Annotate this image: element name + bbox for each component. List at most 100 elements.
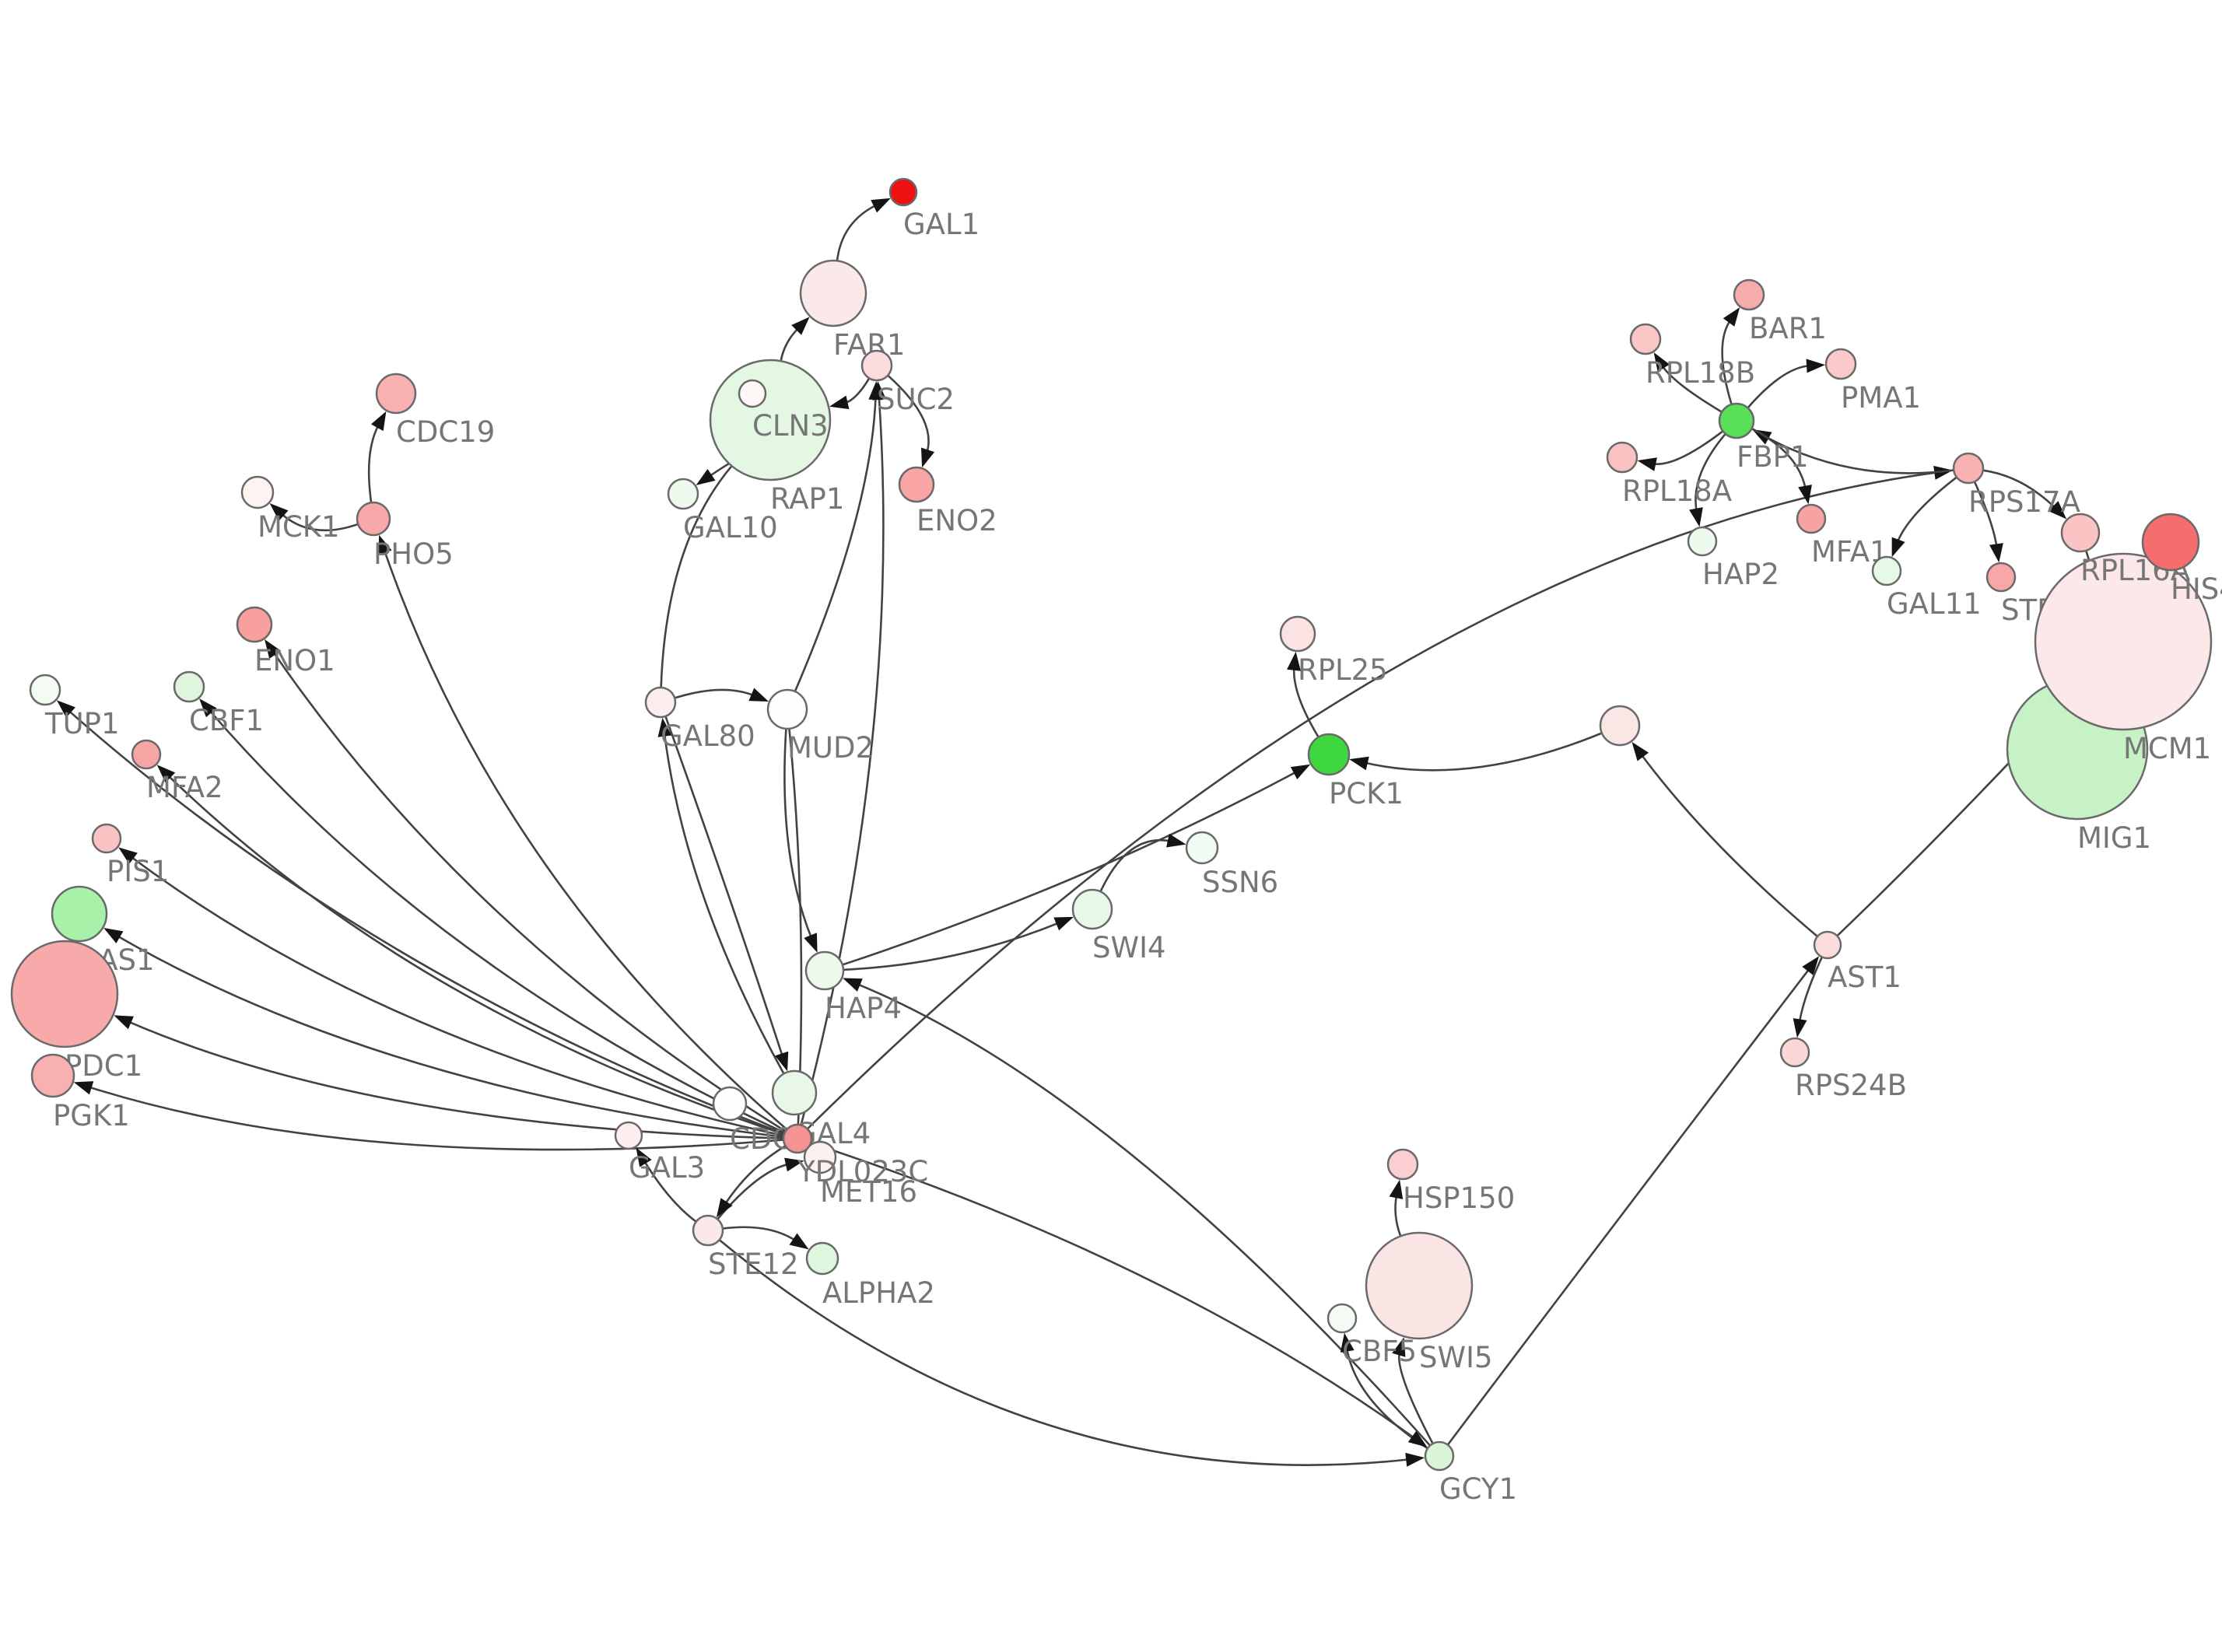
edge-line[interactable] (1398, 1351, 1434, 1444)
edge-ste12-gal3[interactable] (636, 1147, 697, 1223)
node-CDC19[interactable] (375, 373, 417, 415)
node-GAL3[interactable] (614, 1121, 643, 1150)
node-RPL25[interactable] (1279, 615, 1316, 653)
edge-line[interactable] (116, 934, 784, 1139)
edge-gal80-rap1[interactable] (660, 465, 732, 688)
node-GAL10[interactable] (667, 478, 699, 510)
edge-fbp1-mfa1[interactable] (1751, 427, 1812, 505)
edge-line[interactable] (660, 465, 732, 688)
node-PDC1[interactable] (10, 940, 119, 1048)
edge-line[interactable] (887, 374, 930, 454)
edge-line[interactable] (127, 1020, 784, 1139)
edge-line[interactable] (208, 709, 786, 1134)
edge-line[interactable] (272, 651, 787, 1132)
edge-line[interactable] (129, 855, 784, 1137)
edge-line[interactable] (800, 396, 885, 1125)
node-GAL11[interactable] (1871, 555, 1902, 586)
edge-mud2-suc2[interactable] (794, 380, 883, 692)
edge-fbp1-bar1[interactable] (1721, 307, 1740, 405)
edge-ydl023c-tup1[interactable] (56, 700, 785, 1135)
edge-line[interactable] (383, 548, 788, 1131)
edge-line[interactable] (663, 732, 785, 1075)
node-MFA2[interactable] (131, 739, 162, 770)
node-STE2[interactable] (1985, 562, 2017, 593)
edge-line[interactable] (280, 512, 359, 532)
edge-line[interactable] (788, 729, 803, 1125)
node-SUC2[interactable] (860, 349, 893, 382)
edge-rap1-far1[interactable] (780, 317, 810, 362)
edge-swi4-ssn6[interactable] (1099, 833, 1186, 892)
node-RPL18A[interactable] (1606, 441, 1638, 474)
node-ENO1[interactable] (236, 606, 273, 643)
node-ENO2[interactable] (898, 466, 935, 503)
edge-line[interactable] (856, 982, 1432, 1447)
node-BAR1[interactable] (1733, 278, 1765, 311)
node-MUD2[interactable] (766, 688, 808, 730)
node-MCK1[interactable] (240, 475, 275, 509)
edge-gal80-gal4[interactable] (664, 716, 789, 1072)
node-HIS4[interactable] (2141, 513, 2200, 572)
edge-line[interactable] (783, 728, 813, 940)
node-CBF5[interactable] (1327, 1303, 1358, 1334)
edge-hap4-swi4[interactable] (843, 916, 1074, 971)
edge-line[interactable] (1394, 1194, 1402, 1237)
edge-line[interactable] (707, 462, 731, 478)
edge-ydl023c-ras1[interactable] (103, 928, 784, 1139)
node-RPS17A[interactable] (1952, 452, 1985, 485)
edge-node_a-pck1[interactable] (1349, 732, 1603, 772)
node-RPS24B[interactable] (1779, 1037, 1810, 1068)
edge-suc2-eno2[interactable] (887, 374, 935, 468)
node-PCK1[interactable] (1307, 733, 1351, 776)
edge-rps17a-rpl16a[interactable] (1982, 469, 2067, 520)
edge-ydl023c-ste12[interactable] (716, 1145, 787, 1218)
edge-line[interactable] (717, 1163, 790, 1220)
edge-line[interactable] (1982, 469, 2057, 509)
edge-line[interactable] (1639, 753, 1818, 938)
edge-fbp1-rpl18a[interactable] (1637, 430, 1724, 471)
edge-gcy1-hap4[interactable] (843, 978, 1432, 1447)
node-RPL16A[interactable] (2060, 513, 2101, 553)
edge-line[interactable] (1896, 476, 1957, 544)
edge-line[interactable] (1345, 1347, 1428, 1450)
node-AST1[interactable] (1813, 930, 1842, 960)
node-YDL023C[interactable] (782, 1123, 813, 1154)
node-GAL4[interactable] (771, 1069, 818, 1116)
edge-line[interactable] (806, 471, 1939, 1130)
edge-rps17a-gal11[interactable] (1891, 476, 1957, 558)
edge-ydl023c-gcy1[interactable] (810, 1142, 1428, 1447)
node-MCM1[interactable] (2034, 552, 2213, 731)
node-STE12[interactable] (692, 1214, 724, 1247)
edge-ydl023c-mud2[interactable] (788, 729, 803, 1125)
node-MFA1[interactable] (1796, 503, 1827, 534)
edge-line[interactable] (1765, 436, 1954, 474)
edge-gcy1-ast1[interactable] (1446, 956, 1820, 1446)
edge-far1-gal1[interactable] (836, 198, 891, 261)
edge-line[interactable] (1695, 432, 1726, 513)
edge-ydl023c-pho5[interactable] (378, 534, 788, 1131)
edge-gal80-mud2[interactable] (674, 688, 769, 702)
edge-line[interactable] (67, 709, 785, 1135)
edge-pck1-rpl25[interactable] (1287, 651, 1320, 738)
edge-ydl023c-mfa2[interactable] (156, 765, 785, 1136)
edge-pho5-cdc19[interactable] (367, 411, 387, 503)
edge-line[interactable] (842, 770, 1298, 966)
edge-line[interactable] (664, 716, 784, 1058)
edge-line[interactable] (1721, 318, 1733, 405)
edge-line[interactable] (843, 377, 871, 404)
edge-ydl023c-eno1[interactable] (265, 639, 787, 1132)
edge-ydl023c-pdc1[interactable] (114, 1015, 784, 1139)
edge-line[interactable] (166, 774, 785, 1136)
edge-gcy1-cbf5[interactable] (1340, 1332, 1428, 1450)
edge-line[interactable] (1446, 967, 1811, 1446)
edge-fbp1-hap2[interactable] (1689, 432, 1726, 527)
node-GAL80[interactable] (644, 686, 677, 719)
edge-ste12-met16[interactable] (717, 1157, 804, 1220)
edge-fbp1-pma1[interactable] (1747, 359, 1826, 409)
edge-line[interactable] (1099, 838, 1172, 892)
edge-line[interactable] (1973, 481, 1998, 548)
edge-line[interactable] (1660, 364, 1723, 413)
edge-line[interactable] (674, 688, 755, 699)
node-RPL18B[interactable] (1629, 323, 1662, 355)
node-GAL1[interactable] (888, 177, 918, 207)
edge-line[interactable] (810, 1142, 1416, 1440)
